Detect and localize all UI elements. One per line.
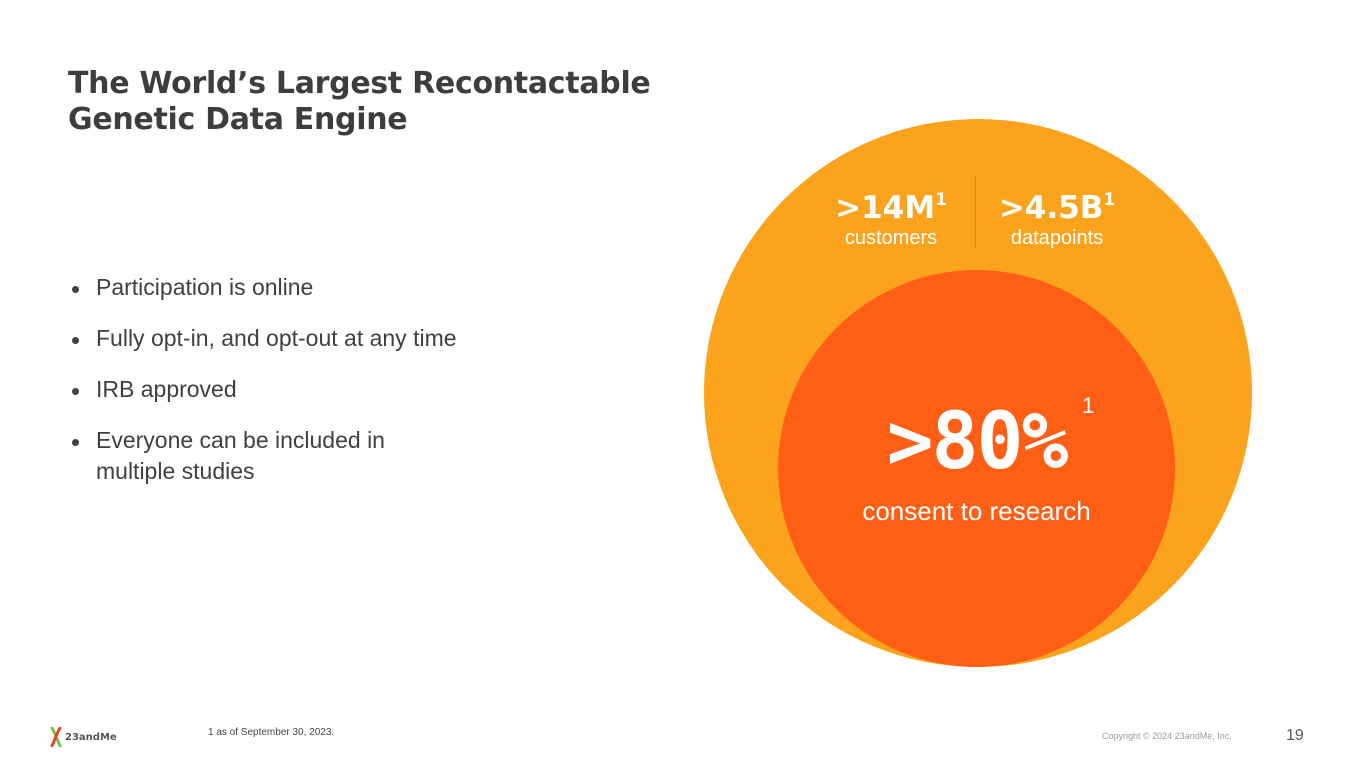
consent-stat: >80% 1 consent to research <box>778 393 1175 527</box>
bullet-item: Fully opt-in, and opt-out at any time <box>68 323 588 354</box>
customers-value: >14M1 <box>835 190 947 226</box>
bullet-list: Participation is online Fully opt-in, an… <box>68 272 588 507</box>
consent-value: >80% 1 <box>886 393 1095 487</box>
customers-footnote-ref: 1 <box>935 190 947 210</box>
bullet-item: Everyone can be included in multiple stu… <box>68 425 456 487</box>
consent-footnote-ref: 1 <box>1082 393 1095 418</box>
customers-label: customers <box>844 227 938 249</box>
footnote-text: as of September 30, 2023. <box>216 727 335 738</box>
bullet-item: Participation is online <box>68 272 588 303</box>
slide-title-line-1: The World’s Largest Recontactable <box>68 66 651 101</box>
consent-label: consent to research <box>862 496 1091 526</box>
slide-title-line-2: Genetic Data Engine <box>68 102 408 137</box>
stat-divider <box>975 176 976 248</box>
copyright-text: Copyright © 2024 23andMe, Inc. <box>1102 731 1232 741</box>
footnote-number: 1 <box>208 727 214 738</box>
logo-wordmark: 23andMe <box>65 731 117 743</box>
inner-circle-graphic <box>778 270 1175 667</box>
footnote: 1 as of September 30, 2023. <box>208 727 334 738</box>
slide-title: The World’s Largest Recontactable Geneti… <box>68 66 651 138</box>
customers-stat: >14M1 customers <box>826 190 956 250</box>
x-chromosome-logo-icon <box>50 727 62 747</box>
company-logo: 23andMe <box>50 727 117 747</box>
datapoints-stat: >4.5B1 datapoints <box>992 190 1122 250</box>
page-number: 19 <box>1286 727 1304 744</box>
bullet-item: IRB approved <box>68 374 588 405</box>
datapoints-footnote-ref: 1 <box>1103 190 1116 210</box>
datapoints-label: datapoints <box>1010 227 1104 249</box>
datapoints-value: >4.5B1 <box>998 190 1116 226</box>
